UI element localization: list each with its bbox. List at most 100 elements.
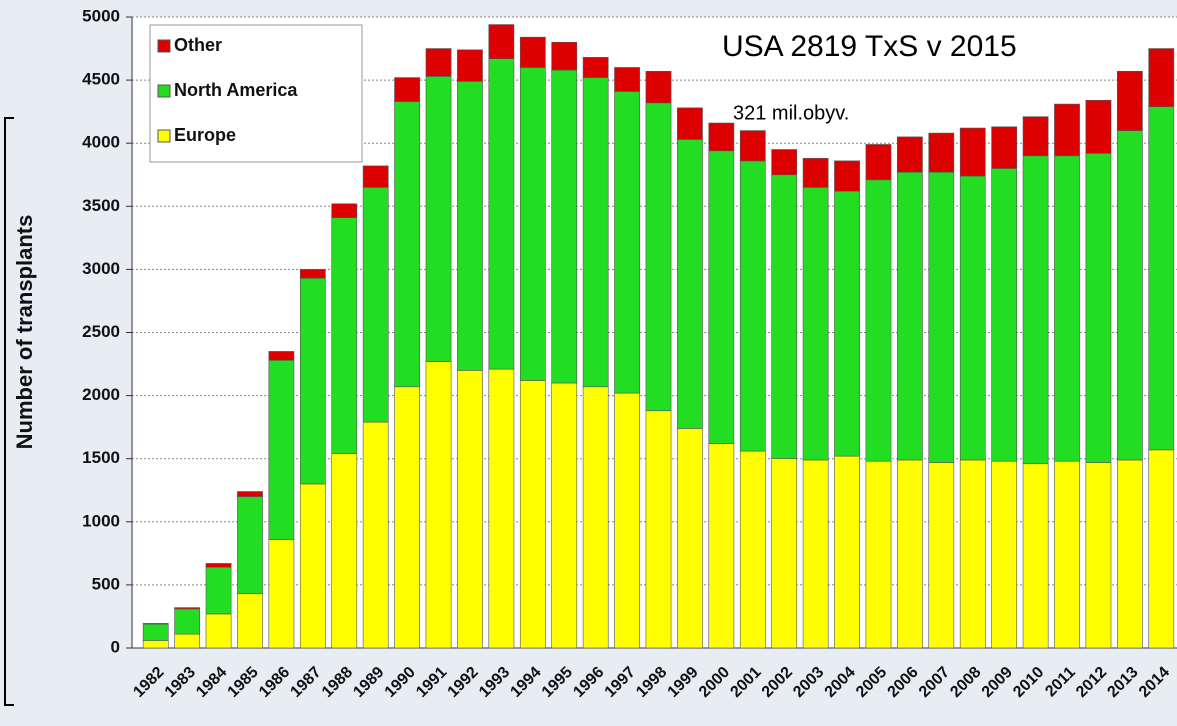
bar-segment [362,165,389,188]
bar-segment [205,563,232,568]
bar-segment [802,158,829,188]
bar-segment [519,36,546,68]
bar-segment [739,130,766,162]
bar-segment [237,593,263,649]
bar-segment [331,203,358,218]
y-axis-label: Number of transplants [12,215,37,450]
bar-segment [268,351,295,361]
bar-segment [299,269,326,279]
bar-segment [739,160,766,452]
bar-segment [394,386,420,649]
bar-segment [174,633,201,649]
bar-segment [1022,155,1049,465]
bar-segment [425,48,452,77]
bar-segment [834,160,860,192]
bar-segment [802,459,829,649]
bar-segment [488,368,515,649]
bar-segment [331,453,358,649]
bar-segment [362,187,389,423]
bar-segment [959,175,986,461]
bar-segment [991,460,1018,649]
bar-segment [582,77,609,388]
bar-segment [174,607,201,610]
bar-segment [897,171,923,461]
bar-segment [928,132,955,173]
bar-segment [488,24,515,59]
bar-segment [708,443,735,649]
bar-segment [959,459,986,649]
bar-segment [771,174,798,460]
bar-segment [802,187,829,461]
bar-segment [1054,460,1080,649]
y-tick-label: 3500 [82,196,120,215]
bar-segment [457,370,483,649]
grid: 0 500 1000 1500 2000 2500 3000 3500 4000 4500 5000 [82,6,1177,656]
bar-segment [551,69,578,384]
bar-segment [645,410,672,649]
bar-segment [299,483,326,649]
bar-segment [488,58,515,370]
y-tick-label: 1000 [82,511,120,530]
bar-segment [708,150,735,444]
bar-segment [582,57,609,78]
bar-segment [834,190,860,457]
bar-segment [142,623,169,625]
annotation: 321 mil.obyv. [733,102,849,124]
bar-segment [394,101,420,388]
legend-label: Other [174,35,222,55]
bar-segment [614,392,640,649]
bar-segment [928,462,955,649]
y-tick-label: 500 [92,574,120,593]
bar-segment [897,459,923,649]
annotation: USA 2819 TxS v 2015 [722,30,1017,63]
legend-box [149,24,363,163]
bar-segment [614,67,640,92]
bar-segment [771,149,798,176]
bar-segment [457,81,483,371]
bar-segment [205,566,232,615]
legend-swatch [157,84,171,98]
bar-segment [457,49,483,82]
bar-segment [1116,70,1143,131]
bar-segment [1054,155,1080,462]
bar-segment [614,91,640,394]
bar-segment [142,640,169,649]
bar-segment [205,613,232,649]
bar-segment [865,179,892,462]
bar-segment [677,428,703,649]
y-tick-label: 4000 [82,133,120,152]
bar-segment [237,491,263,497]
bar-segment [394,77,420,102]
y-tick-label: 4500 [82,70,120,89]
y-tick-label: 0 [111,637,120,656]
y-tick-label: 3000 [82,259,120,278]
bar-segment [268,359,295,540]
legend-label: Europe [174,125,236,145]
bar-segment [519,67,546,381]
bar-segment [551,382,578,649]
bar-segment [1148,449,1175,649]
legend-swatch [157,129,171,143]
bar-segment [771,458,798,649]
bar-segment [991,126,1018,169]
frame [4,117,14,706]
y-tick-label: 1500 [82,448,120,467]
bar-segment [142,623,169,641]
bar-segment [551,41,578,71]
bar-segment [425,76,452,362]
bar-segment [1054,103,1080,157]
bar-segment [834,455,860,649]
bar-segment [959,127,986,177]
bar-segment [1022,116,1049,157]
bar-segment [1085,99,1112,154]
bar-segment [268,539,295,649]
legend: Europe North America Other [157,35,298,145]
bar-segment [425,361,452,649]
bar-segment [331,217,358,454]
bar-segment [1116,130,1143,461]
bar-segment [174,608,201,635]
bar-segment [1085,152,1112,463]
bar-segment [1148,106,1175,451]
y-tick-label: 2500 [82,322,120,341]
